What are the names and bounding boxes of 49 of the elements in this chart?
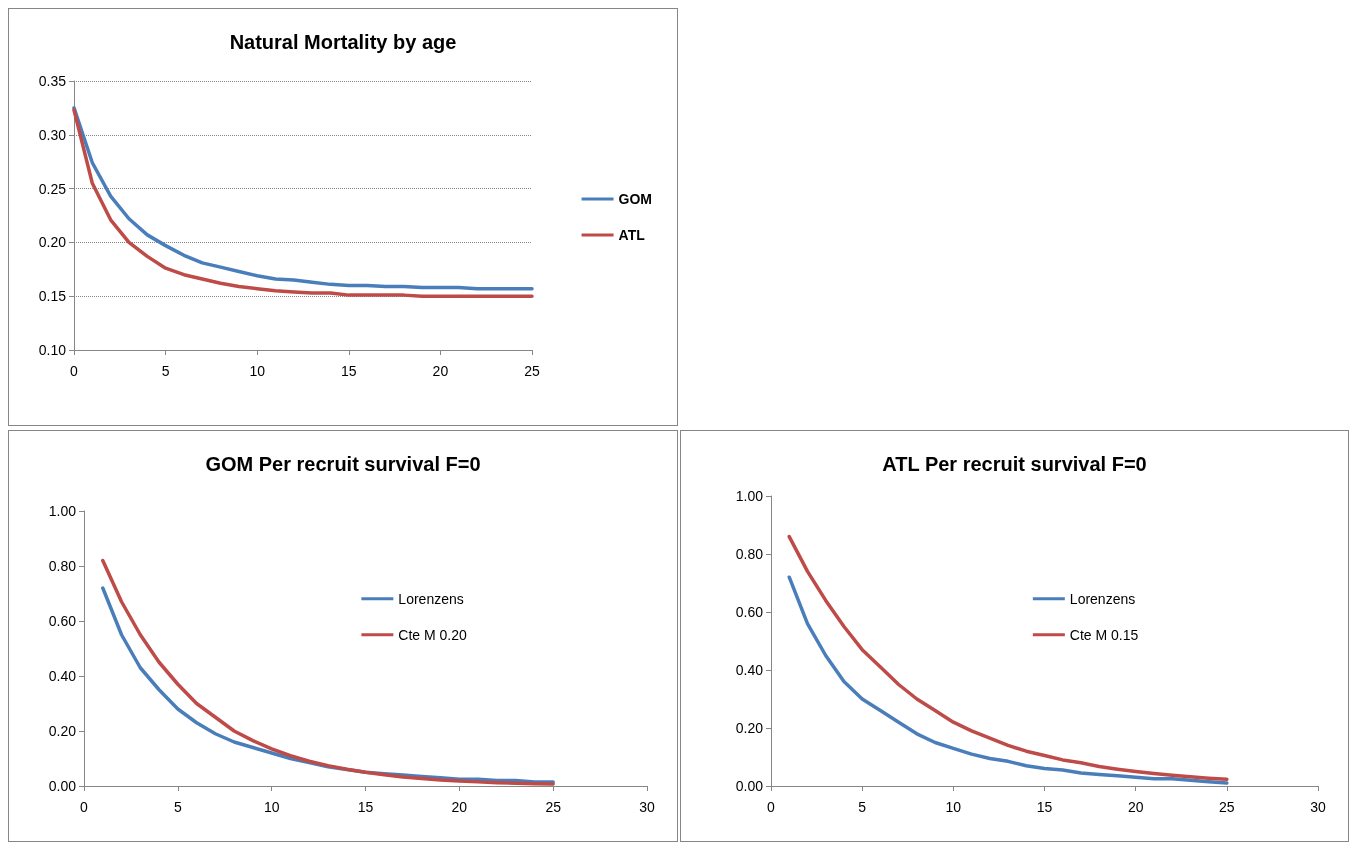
legend-label: Cte M 0.20	[398, 626, 468, 643]
y-tick-label: 1.00	[48, 503, 77, 519]
y-tick-label: 0.40	[48, 668, 77, 684]
y-tick-label: 0.10	[38, 342, 67, 358]
y-tick-label: 0.20	[735, 720, 764, 736]
y-tick-label: 1.00	[735, 488, 764, 504]
x-tick-label: 0	[80, 799, 89, 815]
y-tick-label: 0.60	[735, 604, 764, 620]
x-tick-label: 20	[432, 363, 449, 379]
legend-label: Lorenzens	[398, 590, 464, 607]
y-tick-label: 0.25	[38, 180, 67, 197]
y-tick-label: 0.20	[48, 723, 77, 739]
chart-title: ATL Per recruit survival F=0	[882, 453, 1147, 475]
y-tick-label: 0.80	[735, 546, 764, 562]
x-tick-label: 0	[767, 799, 776, 815]
x-tick-label: 0	[70, 363, 79, 379]
x-tick-label: 15	[341, 363, 357, 379]
x-tick-label: 30	[1310, 799, 1326, 815]
y-tick-label: 0.00	[48, 778, 77, 794]
y-tick-label: 0.40	[735, 662, 764, 678]
legend-label: ATL	[618, 227, 646, 243]
x-tick-label: 20	[1127, 799, 1144, 815]
y-tick-label: 0.30	[38, 126, 67, 143]
y-tick-label: 0.15	[38, 288, 67, 305]
x-tick-label: 25	[524, 363, 540, 379]
y-tick-label: 0.60	[48, 613, 77, 629]
x-tick-label: 10	[945, 799, 962, 815]
x-tick-label: 30	[639, 799, 655, 815]
legend-label: GOM	[618, 191, 653, 207]
y-tick-label: 0.80	[48, 558, 77, 574]
y-tick-label: 0.35	[38, 73, 67, 89]
x-tick-label: 10	[263, 799, 280, 815]
x-tick-label: 10	[249, 363, 266, 379]
y-tick-label: 0.00	[735, 778, 764, 794]
x-tick-label: 15	[357, 799, 374, 815]
x-tick-label: 5	[161, 363, 170, 379]
line-series	[787, 575, 1229, 785]
y-tick-label: 0.20	[38, 234, 67, 251]
line-series	[787, 534, 1229, 782]
x-tick-label: 5	[858, 799, 867, 815]
legend-label: Cte M 0.15	[1069, 626, 1139, 643]
legend-label: Lorenzens	[1069, 590, 1136, 607]
chart-title: Natural Mortality by age	[229, 31, 457, 53]
x-tick-label: 25	[545, 799, 562, 815]
x-tick-label: 20	[451, 799, 468, 815]
x-tick-label: 25	[1219, 799, 1235, 815]
chart-title: GOM Per recruit survival F=0	[205, 453, 481, 475]
x-tick-label: 5	[173, 799, 182, 815]
x-tick-label: 15	[1036, 799, 1053, 815]
